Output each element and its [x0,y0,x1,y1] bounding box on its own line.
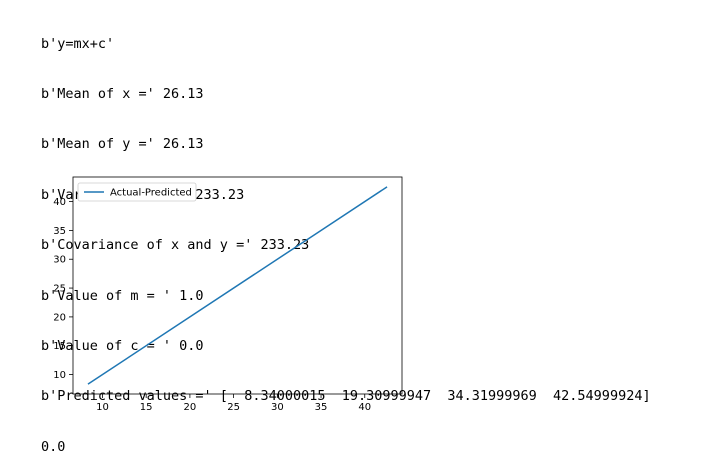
y-tick-label: 30 [53,255,66,266]
y-tick-label: 15 [53,341,66,352]
console-line: b'Covariance of x and y =' 233.23 [41,237,310,254]
y-tick-label: 25 [53,284,66,295]
x-tick-label: 30 [271,402,284,413]
legend-label: Actual-Predicted [110,188,192,199]
x-tick-label: 20 [184,402,197,413]
line-chart: 10 15 20 25 30 35 40 10 15 20 25 30 35 40 Actual-Predi… [53,176,403,413]
console-line: b'Mean of x =' 26.13 [41,85,204,102]
console-line: b'Predicted values =' [ 8.34000015 19.30… [41,388,651,405]
y-tick-label: 35 [53,226,66,237]
console-line: 0.0 [41,438,66,455]
console-line: b'Value of m = ' 1.0 [41,287,204,304]
series-line [87,186,388,385]
x-tick-label: 15 [140,402,153,413]
x-tick-label: 25 [227,402,240,413]
plot-frame [72,176,403,395]
console-line: b'Mean of y =' 26.13 [41,136,204,153]
x-tick-label: 40 [358,402,371,413]
y-tick-label: 20 [53,312,66,323]
x-tick-label: 10 [96,402,109,413]
console-line: b'y=mx+c' [41,35,115,52]
x-tick-label: 35 [315,402,328,413]
y-tick-label: 40 [53,197,66,208]
legend-box [77,182,197,202]
y-tick-label: 10 [53,370,66,381]
